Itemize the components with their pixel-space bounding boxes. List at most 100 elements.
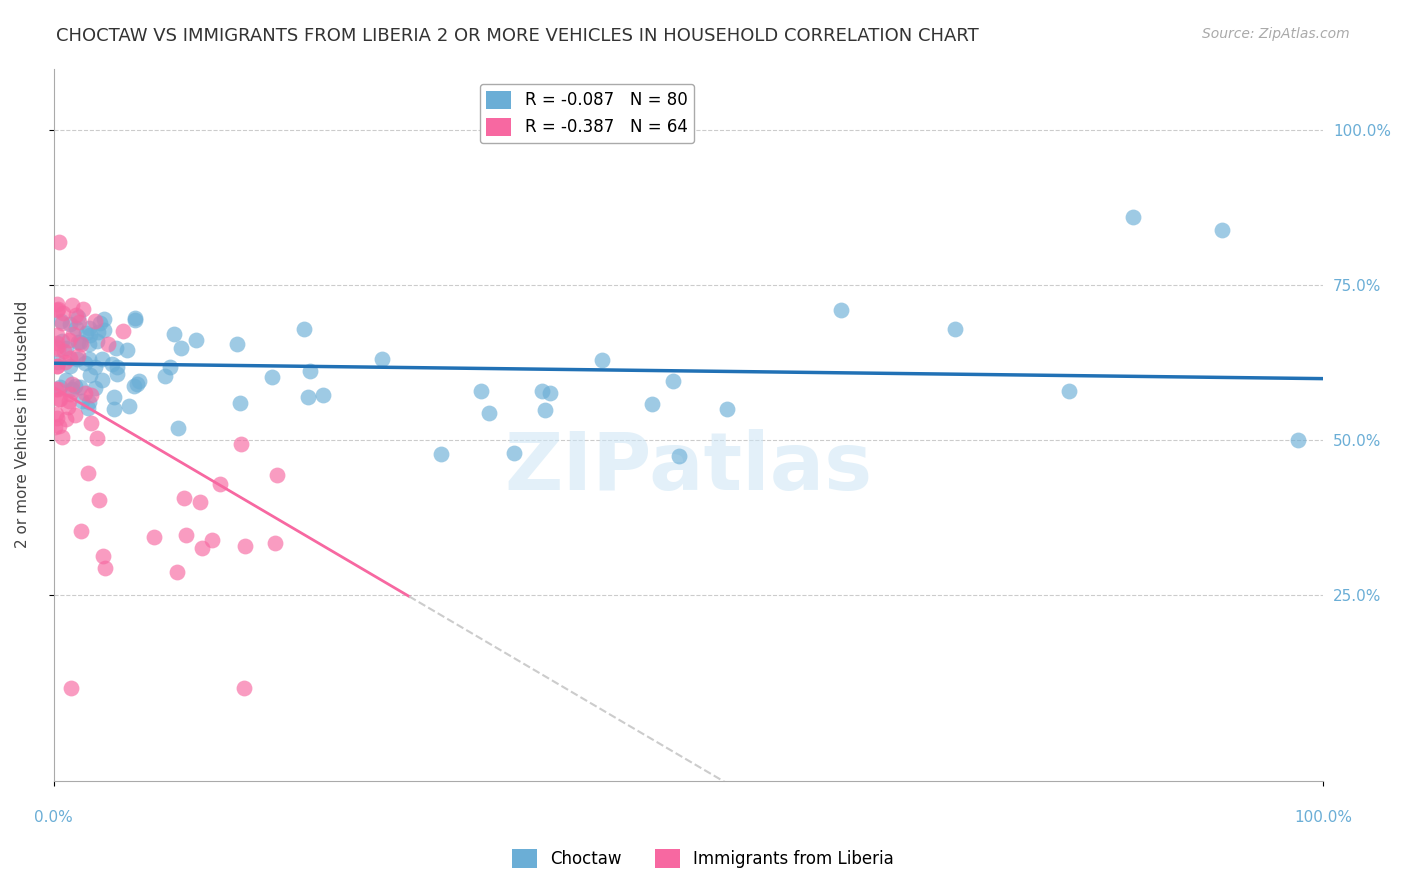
Point <box>51 314 73 328</box>
Point <box>48 380 70 394</box>
Point <box>266 468 288 483</box>
Point <box>52 306 75 320</box>
Point <box>77 320 100 334</box>
Point <box>97 336 120 351</box>
Point <box>46 340 69 354</box>
Point <box>208 476 231 491</box>
Point <box>76 467 98 481</box>
Point <box>830 303 852 318</box>
Point <box>502 446 524 460</box>
Point <box>48 392 70 406</box>
Text: ZIPatlas: ZIPatlas <box>505 428 873 507</box>
Point <box>69 335 91 350</box>
Point <box>371 352 394 367</box>
Point <box>662 374 685 388</box>
Point <box>229 396 252 410</box>
Point <box>86 334 108 348</box>
Point <box>46 328 69 343</box>
Legend: R = -0.087   N = 80, R = -0.387   N = 64: R = -0.087 N = 80, R = -0.387 N = 64 <box>479 84 695 143</box>
Point <box>66 334 89 349</box>
Point <box>93 312 115 326</box>
Point <box>55 412 77 426</box>
Text: 0.0%: 0.0% <box>34 810 73 824</box>
Point <box>79 327 101 342</box>
Point <box>294 322 316 336</box>
Point <box>45 359 67 373</box>
Point <box>86 431 108 445</box>
Point <box>46 355 69 369</box>
Point <box>128 374 150 388</box>
Point <box>69 379 91 393</box>
Point <box>67 310 90 325</box>
Point <box>67 315 90 329</box>
Point <box>174 527 197 541</box>
Point <box>87 325 110 339</box>
Point <box>58 334 80 348</box>
Point <box>260 370 283 384</box>
Point <box>53 343 76 358</box>
Point <box>101 357 124 371</box>
Text: 100.0%: 100.0% <box>1295 810 1353 824</box>
Point <box>60 377 83 392</box>
Point <box>87 493 110 508</box>
Point <box>170 341 193 355</box>
Point <box>90 373 112 387</box>
Point <box>125 377 148 392</box>
Point <box>45 359 67 373</box>
Legend: Choctaw, Immigrants from Liberia: Choctaw, Immigrants from Liberia <box>505 843 901 875</box>
Point <box>311 387 333 401</box>
Point <box>60 681 83 695</box>
Point <box>225 337 247 351</box>
Point <box>79 351 101 366</box>
Point <box>716 402 738 417</box>
Point <box>90 351 112 366</box>
Point <box>103 390 125 404</box>
Point <box>51 430 73 444</box>
Point <box>89 316 111 330</box>
Point <box>111 324 134 338</box>
Point <box>65 408 87 422</box>
Point <box>124 379 146 393</box>
Point <box>70 393 93 408</box>
Point <box>1059 384 1081 398</box>
Point <box>104 341 127 355</box>
Point <box>63 378 86 392</box>
Point <box>530 384 553 399</box>
Point <box>45 407 67 421</box>
Point <box>46 302 69 317</box>
Point <box>48 235 70 249</box>
Point <box>641 397 664 411</box>
Point <box>55 373 77 387</box>
Point <box>46 297 69 311</box>
Point <box>297 390 319 404</box>
Point <box>62 326 84 341</box>
Point <box>76 401 98 416</box>
Point <box>124 313 146 327</box>
Point <box>53 355 76 369</box>
Point <box>103 401 125 416</box>
Point <box>79 416 101 430</box>
Point <box>118 400 141 414</box>
Point <box>46 303 69 318</box>
Point <box>49 392 72 407</box>
Point <box>75 356 97 370</box>
Point <box>77 395 100 409</box>
Point <box>153 369 176 384</box>
Point <box>115 343 138 357</box>
Point <box>45 382 67 396</box>
Point <box>59 359 82 374</box>
Point <box>91 549 114 563</box>
Point <box>67 349 90 363</box>
Point <box>59 351 82 366</box>
Point <box>94 561 117 575</box>
Point <box>1122 211 1144 225</box>
Point <box>59 387 82 401</box>
Point <box>93 323 115 337</box>
Point <box>45 336 67 351</box>
Text: CHOCTAW VS IMMIGRANTS FROM LIBERIA 2 OR MORE VEHICLES IN HOUSEHOLD CORRELATION C: CHOCTAW VS IMMIGRANTS FROM LIBERIA 2 OR … <box>56 27 979 45</box>
Point <box>46 342 69 356</box>
Point <box>65 308 87 322</box>
Point <box>470 384 492 399</box>
Point <box>233 681 256 695</box>
Point <box>166 565 188 579</box>
